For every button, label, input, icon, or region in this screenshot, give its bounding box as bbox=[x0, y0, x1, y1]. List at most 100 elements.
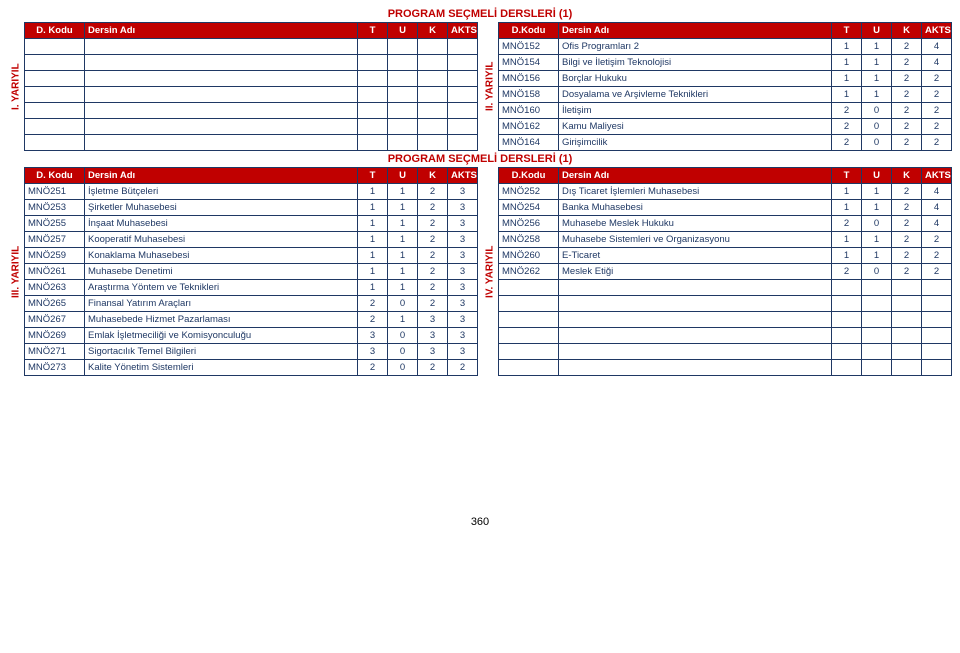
sem4-table: D.Kodu Dersin Adı T U K AKTS MNÖ252Dış T… bbox=[498, 167, 952, 376]
cell bbox=[448, 39, 478, 55]
sem2-table: D.Kodu Dersin Adı T U K AKTS MNÖ152Ofis … bbox=[498, 22, 952, 151]
table-row: MNÖ265Finansal Yatırım Araçları2023 bbox=[25, 296, 478, 312]
cell: 2 bbox=[418, 216, 448, 232]
table-row bbox=[499, 328, 952, 344]
cell bbox=[85, 71, 358, 87]
table-row: MNÖ273Kalite Yönetim Sistemleri2022 bbox=[25, 360, 478, 376]
cell bbox=[922, 344, 952, 360]
cell: 4 bbox=[922, 200, 952, 216]
th-code: D.Kodu bbox=[499, 168, 559, 184]
cell: 1 bbox=[358, 248, 388, 264]
cell: 4 bbox=[922, 216, 952, 232]
cell: 2 bbox=[832, 119, 862, 135]
mid-title: PROGRAM SEÇMELİ DERSLERİ (1) bbox=[8, 153, 952, 165]
table-row bbox=[25, 87, 478, 103]
cell: 3 bbox=[448, 296, 478, 312]
th-u: U bbox=[862, 23, 892, 39]
table-row: MNÖ255İnşaat Muhasebesi1123 bbox=[25, 216, 478, 232]
cell: 1 bbox=[862, 184, 892, 200]
cell: 0 bbox=[862, 216, 892, 232]
cell bbox=[85, 135, 358, 151]
cell: 1 bbox=[832, 39, 862, 55]
cell: 1 bbox=[862, 87, 892, 103]
table-row: MNÖ259Konaklama Muhasebesi1123 bbox=[25, 248, 478, 264]
cell bbox=[499, 360, 559, 376]
th-t: T bbox=[832, 23, 862, 39]
th-k: K bbox=[892, 168, 922, 184]
cell bbox=[559, 328, 832, 344]
cell: 1 bbox=[832, 248, 862, 264]
cell: 2 bbox=[892, 39, 922, 55]
table-row: MNÖ164Girişimcilik2022 bbox=[499, 135, 952, 151]
cell: Emlak İşletmeciliği ve Komisyonculuğu bbox=[85, 328, 358, 344]
th-k: K bbox=[892, 23, 922, 39]
th-t: T bbox=[358, 23, 388, 39]
cell bbox=[559, 360, 832, 376]
cell: 3 bbox=[418, 312, 448, 328]
cell bbox=[922, 360, 952, 376]
cell: Muhasebe Denetimi bbox=[85, 264, 358, 280]
cell bbox=[25, 87, 85, 103]
bottom-tables-row: III. YARIYIL D. Kodu Dersin Adı T U K AK… bbox=[8, 167, 952, 376]
cell: Bilgi ve İletişim Teknolojisi bbox=[559, 55, 832, 71]
sem4-label: IV. YARIYIL bbox=[482, 167, 498, 376]
cell bbox=[922, 280, 952, 296]
cell: Sigortacılık Temel Bilgileri bbox=[85, 344, 358, 360]
th-code: D. Kodu bbox=[25, 168, 85, 184]
cell bbox=[832, 360, 862, 376]
cell bbox=[25, 119, 85, 135]
cell bbox=[862, 280, 892, 296]
cell bbox=[922, 296, 952, 312]
cell bbox=[25, 135, 85, 151]
cell: MNÖ257 bbox=[25, 232, 85, 248]
cell bbox=[559, 296, 832, 312]
sem3-label: III. YARIYIL bbox=[8, 167, 24, 376]
th-akts: AKTS bbox=[448, 23, 478, 39]
th-u: U bbox=[388, 168, 418, 184]
cell: 4 bbox=[922, 39, 952, 55]
cell bbox=[559, 344, 832, 360]
table-row bbox=[499, 360, 952, 376]
cell: Kooperatif Muhasebesi bbox=[85, 232, 358, 248]
cell: MNÖ260 bbox=[499, 248, 559, 264]
cell bbox=[559, 280, 832, 296]
table-row bbox=[25, 71, 478, 87]
cell: 4 bbox=[922, 184, 952, 200]
cell: 3 bbox=[358, 328, 388, 344]
cell: Dış Ticaret İşlemleri Muhasebesi bbox=[559, 184, 832, 200]
cell: MNÖ154 bbox=[499, 55, 559, 71]
cell: 2 bbox=[922, 103, 952, 119]
cell: 1 bbox=[388, 216, 418, 232]
cell: 1 bbox=[388, 248, 418, 264]
cell: 1 bbox=[832, 200, 862, 216]
table-row: MNÖ158Dosyalama ve Arşivleme Teknikleri1… bbox=[499, 87, 952, 103]
cell bbox=[25, 103, 85, 119]
cell bbox=[862, 296, 892, 312]
cell bbox=[418, 119, 448, 135]
cell: 1 bbox=[388, 280, 418, 296]
cell: Konaklama Muhasebesi bbox=[85, 248, 358, 264]
cell: 1 bbox=[358, 216, 388, 232]
cell: 2 bbox=[922, 248, 952, 264]
cell: MNÖ255 bbox=[25, 216, 85, 232]
cell: 2 bbox=[448, 360, 478, 376]
cell bbox=[388, 135, 418, 151]
cell: MNÖ254 bbox=[499, 200, 559, 216]
cell: 0 bbox=[388, 328, 418, 344]
th-code: D. Kodu bbox=[25, 23, 85, 39]
table-row: MNÖ252Dış Ticaret İşlemleri Muhasebesi11… bbox=[499, 184, 952, 200]
cell bbox=[25, 71, 85, 87]
cell: 1 bbox=[388, 264, 418, 280]
cell bbox=[922, 312, 952, 328]
cell bbox=[499, 344, 559, 360]
cell: 3 bbox=[418, 344, 448, 360]
table-row: MNÖ260E-Ticaret1122 bbox=[499, 248, 952, 264]
cell bbox=[862, 328, 892, 344]
cell: MNÖ263 bbox=[25, 280, 85, 296]
cell bbox=[85, 87, 358, 103]
cell bbox=[358, 119, 388, 135]
sem1-label: I. YARIYIL bbox=[8, 22, 24, 151]
cell: 0 bbox=[862, 119, 892, 135]
cell bbox=[892, 296, 922, 312]
cell: 2 bbox=[358, 360, 388, 376]
